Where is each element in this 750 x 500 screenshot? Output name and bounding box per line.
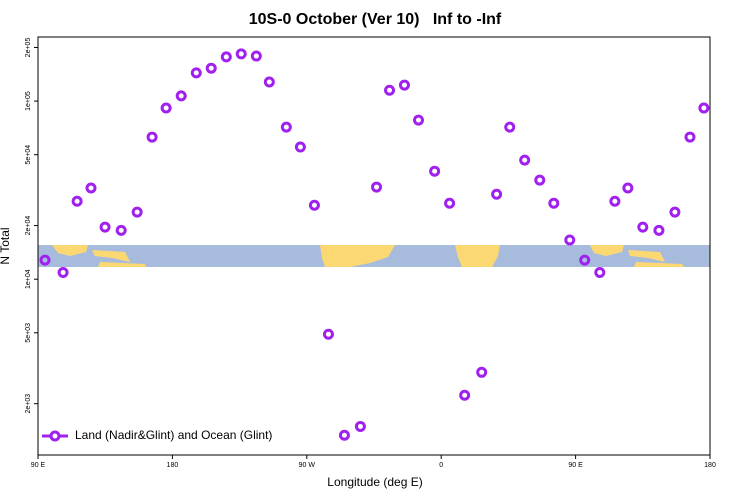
point — [413, 114, 425, 126]
y-tick-label: 2e+05 — [25, 38, 32, 58]
x-tick-label: 180 — [704, 462, 716, 469]
plot-frame — [37, 36, 711, 456]
point — [579, 254, 591, 266]
point — [384, 84, 396, 96]
point — [39, 254, 51, 266]
point — [115, 224, 127, 236]
y-tick-label: 1e+04 — [25, 269, 32, 289]
point — [175, 90, 187, 102]
point — [308, 199, 320, 211]
point — [594, 267, 606, 279]
chart-title: 10S-0 October (Ver 10) Inf to -Inf — [249, 11, 502, 28]
point — [491, 188, 503, 200]
point — [684, 131, 696, 143]
x-tick-label: 0 — [439, 462, 443, 469]
y-tick-label: 5e+03 — [25, 323, 32, 343]
point — [429, 165, 441, 177]
y-tick-label: 1e+05 — [25, 91, 32, 111]
point — [263, 76, 275, 88]
point — [564, 234, 576, 246]
x-axis-title: Longitude (deg E) — [327, 475, 422, 489]
y-tick-label: 2e+03 — [25, 394, 32, 414]
point — [235, 48, 247, 60]
point — [220, 51, 232, 63]
legend-marker — [49, 430, 61, 442]
point — [205, 62, 217, 74]
point — [338, 429, 350, 441]
point — [609, 195, 621, 207]
point — [190, 67, 202, 79]
point — [669, 206, 681, 218]
y-axis-title: N Total — [0, 227, 12, 264]
x-tick-label: 180 — [167, 462, 179, 469]
legend-label: Land (Nadir&Glint) and Ocean (Glint) — [75, 428, 272, 442]
point — [622, 182, 634, 194]
point — [698, 102, 710, 114]
point — [354, 420, 366, 432]
point — [322, 328, 334, 340]
point — [371, 181, 383, 193]
point — [653, 224, 665, 236]
point — [398, 79, 410, 91]
point — [57, 267, 69, 279]
map-band — [38, 245, 710, 267]
point — [459, 389, 471, 401]
x-tick-label: 90 E — [568, 462, 583, 469]
x-tick-label: 90 W — [299, 462, 316, 469]
point — [637, 221, 649, 233]
point — [548, 197, 560, 209]
point — [131, 206, 143, 218]
point — [160, 102, 172, 114]
point — [280, 121, 292, 133]
y-tick-label: 2e+04 — [25, 216, 32, 236]
point — [146, 131, 158, 143]
point — [476, 366, 488, 378]
point — [519, 154, 531, 166]
x-tick-label: 90 E — [31, 462, 46, 469]
point — [504, 121, 516, 133]
point — [99, 221, 111, 233]
point — [444, 197, 456, 209]
point — [534, 174, 546, 186]
point — [294, 141, 306, 153]
point — [71, 195, 83, 207]
point — [250, 50, 262, 62]
y-tick-label: 5e+04 — [25, 145, 32, 165]
point — [85, 182, 97, 194]
